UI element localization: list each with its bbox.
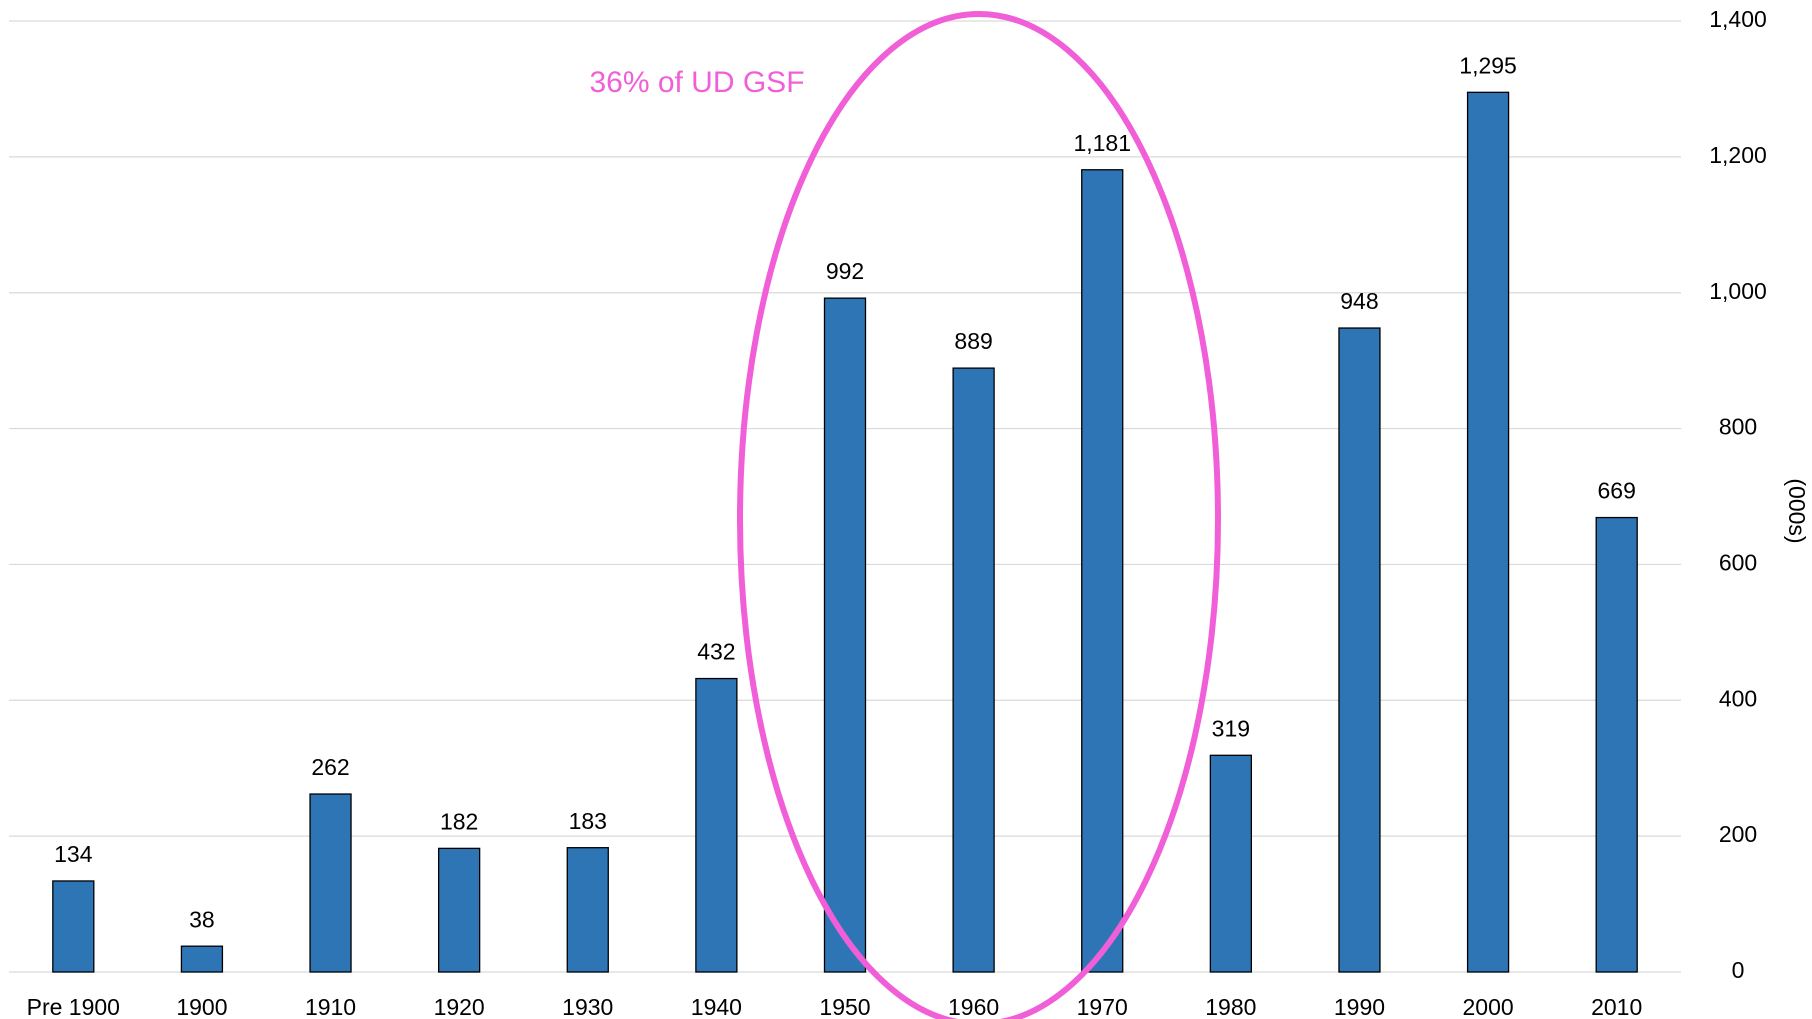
x-tick-label: 2000 <box>1462 994 1513 1019</box>
data-label: 182 <box>440 808 478 834</box>
data-label: 183 <box>569 808 607 834</box>
y-tick-label: 400 <box>1719 685 1757 711</box>
x-tick-label: Pre 1900 <box>27 994 120 1019</box>
x-tick-label: 1980 <box>1205 994 1256 1019</box>
data-label: 262 <box>311 754 349 780</box>
data-label: 669 <box>1598 478 1636 504</box>
bar <box>1466 91 1510 973</box>
bar <box>1209 754 1252 973</box>
x-tick-label: 1990 <box>1334 994 1385 1019</box>
x-tick-label: 1950 <box>819 994 870 1019</box>
data-label: 319 <box>1212 715 1250 741</box>
bar <box>180 945 224 973</box>
data-label: 889 <box>954 328 992 354</box>
x-tick-label: 1970 <box>1077 994 1128 1019</box>
y-tick-label: 600 <box>1719 550 1757 576</box>
y-axis-label: (000s) <box>1784 478 1810 543</box>
data-label: 1,181 <box>1073 130 1131 156</box>
y-tick-label: 0 <box>1732 957 1745 983</box>
highlight-ellipse <box>737 11 1221 1019</box>
y-tick-label: 1,200 <box>1709 142 1767 168</box>
bar <box>952 367 995 973</box>
bar <box>52 880 95 973</box>
x-tick-label: 1920 <box>434 994 485 1019</box>
annotation: 36% of UD GSF <box>589 66 804 99</box>
data-label: 992 <box>826 258 864 284</box>
data-label: 134 <box>54 841 93 867</box>
bar <box>1081 169 1124 973</box>
bar <box>1595 516 1638 973</box>
x-tick-label: 1910 <box>305 994 356 1019</box>
bar <box>566 847 609 973</box>
data-label: 38 <box>189 906 215 932</box>
data-label: 432 <box>697 639 735 665</box>
y-tick-label: 1,000 <box>1709 278 1767 304</box>
x-tick-label: 1940 <box>691 994 742 1019</box>
y-tick-label: 200 <box>1719 821 1757 847</box>
data-label: 948 <box>1340 288 1378 314</box>
bar <box>695 677 738 973</box>
bar <box>438 847 481 973</box>
x-tick-label: 2010 <box>1591 994 1642 1019</box>
data-label: 1,295 <box>1459 52 1517 78</box>
y-tick-label: 1,400 <box>1709 6 1767 32</box>
bar <box>309 793 352 973</box>
x-tick-label: 1930 <box>562 994 613 1019</box>
bar <box>1338 327 1381 973</box>
x-tick-label: 1900 <box>176 994 227 1019</box>
y-tick-label: 800 <box>1719 414 1757 440</box>
bar <box>823 297 867 973</box>
x-tick-label: 1960 <box>948 994 999 1019</box>
